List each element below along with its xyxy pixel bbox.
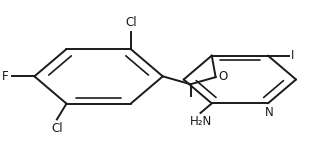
Text: F: F [2,70,9,83]
Text: N: N [265,106,274,119]
Text: I: I [291,49,295,62]
Text: H₂N: H₂N [190,115,212,128]
Text: O: O [219,70,228,83]
Text: Cl: Cl [125,16,136,29]
Text: Cl: Cl [51,122,63,135]
